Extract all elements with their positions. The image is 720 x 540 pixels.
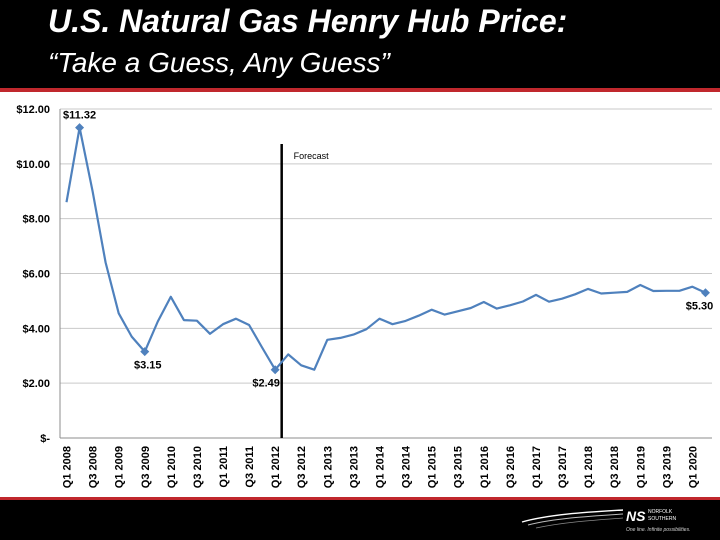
x-tick-label: Q1 2013 (322, 446, 334, 488)
x-tick-label: Q3 2010 (192, 446, 204, 488)
header-accent-rule (0, 88, 720, 92)
x-tick-label: Q1 2008 (62, 446, 74, 488)
logo-mark: NS (626, 508, 646, 524)
x-tick-label: Q1 2019 (635, 446, 647, 488)
data-point-marker (700, 288, 710, 298)
x-tick-label: Q1 2020 (687, 446, 699, 488)
train-swoosh-icon (521, 509, 624, 529)
y-tick-label: $4.00 (22, 323, 50, 335)
x-tick-label: Q1 2011 (218, 446, 230, 488)
x-tick-label: Q3 2013 (348, 446, 360, 488)
x-tick-label: Q3 2011 (244, 446, 256, 488)
x-tick-label: Q3 2018 (609, 446, 621, 488)
data-label: $2.49 (252, 378, 280, 390)
x-tick-label: Q3 2017 (557, 446, 569, 488)
data-label: $3.15 (134, 360, 162, 372)
norfolk-southern-logo: NS NORFOLK SOUTHERN One line. Infinite p… (626, 506, 716, 536)
x-tick-label: Q3 2012 (296, 446, 308, 488)
x-tick-label: Q1 2017 (531, 446, 543, 488)
slide-subtitle: “Take a Guess, Any Guess” (48, 47, 390, 78)
y-tick-label: $6.00 (22, 269, 50, 281)
x-tick-label: Q1 2016 (479, 446, 491, 488)
footer-accent-rule (0, 497, 720, 501)
x-tick-label: Q3 2009 (140, 446, 152, 488)
logo-tagline: One line. Infinite possibilities. (626, 527, 691, 533)
x-tick-label: Q3 2015 (453, 446, 465, 488)
price-series-line (65, 126, 706, 371)
data-point-marker (270, 365, 280, 375)
y-tick-label: $12.00 (16, 104, 50, 116)
x-tick-label: Q1 2009 (114, 446, 126, 488)
x-tick-label: Q1 2014 (374, 445, 386, 488)
data-label: $5.30 (686, 301, 714, 313)
x-tick-label: Q3 2019 (661, 446, 673, 488)
forecast-label: Forecast (294, 151, 330, 161)
slide-title: U.S. Natural Gas Henry Hub Price: (48, 3, 568, 39)
y-tick-label: $- (40, 433, 50, 445)
data-label: $11.32 (63, 110, 96, 122)
y-tick-label: $2.00 (22, 378, 50, 390)
slide-header (0, 0, 720, 88)
x-tick-label: Q1 2018 (583, 446, 595, 488)
x-tick-label: Q1 2012 (270, 446, 282, 488)
y-tick-label: $8.00 (22, 214, 50, 226)
logo-name-line-2: SOUTHERN (648, 516, 677, 522)
henry-hub-price-chart: $- $2.00 $4.00 $6.00 $8.00 $10.00 $12.00 Q1 200… (16, 104, 714, 488)
x-tick-label: Q3 2008 (88, 446, 100, 488)
data-point-marker (75, 123, 85, 133)
logo-name-line-1: NORFOLK (648, 509, 673, 515)
y-tick-label: $10.00 (16, 159, 50, 171)
x-tick-label: Q1 2015 (427, 446, 439, 488)
x-tick-label: Q3 2016 (505, 446, 517, 488)
data-point-marker (140, 347, 150, 357)
x-tick-label: Q3 2014 (401, 445, 413, 488)
x-tick-label: Q1 2010 (166, 446, 178, 488)
